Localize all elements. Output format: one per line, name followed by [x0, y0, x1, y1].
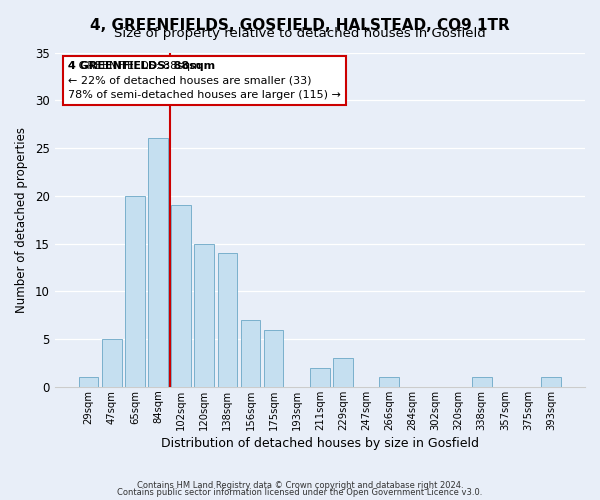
Bar — [125, 196, 145, 387]
X-axis label: Distribution of detached houses by size in Gosfield: Distribution of detached houses by size … — [161, 437, 479, 450]
Text: Size of property relative to detached houses in Gosfield: Size of property relative to detached ho… — [114, 28, 486, 40]
Text: 4, GREENFIELDS, GOSFIELD, HALSTEAD, CO9 1TR: 4, GREENFIELDS, GOSFIELD, HALSTEAD, CO9 … — [90, 18, 510, 32]
Bar — [148, 138, 168, 387]
Bar — [79, 378, 98, 387]
Y-axis label: Number of detached properties: Number of detached properties — [15, 126, 28, 312]
Bar — [310, 368, 329, 387]
Bar — [218, 253, 237, 387]
Bar — [333, 358, 353, 387]
Bar — [194, 244, 214, 387]
Text: 4 GREENFIELDS: 88sqm
← 22% of detached houses are smaller (33)
78% of semi-detac: 4 GREENFIELDS: 88sqm ← 22% of detached h… — [68, 61, 341, 100]
Text: 4 GREENFIELDS: 88sqm: 4 GREENFIELDS: 88sqm — [68, 61, 215, 71]
Bar — [472, 378, 491, 387]
Bar — [264, 330, 283, 387]
Text: Contains HM Land Registry data © Crown copyright and database right 2024.: Contains HM Land Registry data © Crown c… — [137, 480, 463, 490]
Bar — [379, 378, 399, 387]
Bar — [541, 378, 561, 387]
Bar — [241, 320, 260, 387]
Bar — [102, 339, 122, 387]
Text: Contains public sector information licensed under the Open Government Licence v3: Contains public sector information licen… — [118, 488, 482, 497]
Bar — [171, 206, 191, 387]
